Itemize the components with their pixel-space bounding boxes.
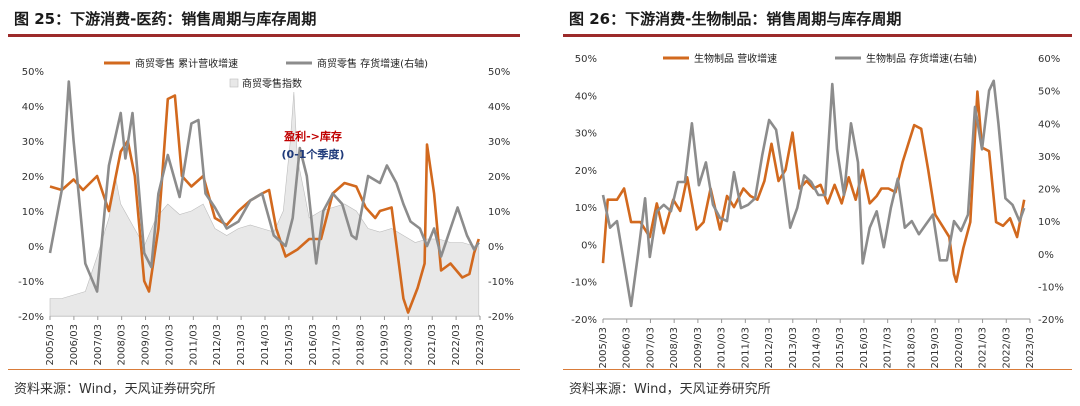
y-left-tick-label: 30%: [575, 129, 597, 140]
source-note: 资料来源：Wind，天风证券研究所: [569, 382, 771, 397]
x-tick-label: 2007/03: [645, 327, 656, 369]
area-series-index: [49, 91, 480, 317]
legend-label: 商贸零售 累计营收增速: [135, 57, 238, 70]
y-left-tick-label: -10%: [571, 278, 597, 289]
line-chart-bioproducts: 50% 40% 30% 20% 10% 0% -10% -20% 60% 50% 40% 30% 20%…: [571, 52, 1064, 369]
x-tick-label: 2010/03: [164, 324, 175, 366]
y-left-tick-label: 50%: [575, 54, 597, 65]
y-left-tick-label: 0%: [581, 240, 597, 251]
x-tick-label: 2014/03: [812, 327, 823, 369]
x-tick-label: 2005/03: [598, 327, 609, 369]
x-tick-label: 2012/03: [212, 324, 223, 366]
y-left-tick-label: -20%: [18, 312, 44, 323]
legend-label: 生物制品 存货增速(右轴): [866, 52, 977, 65]
y-left-tick-label: 30%: [22, 137, 44, 148]
y-left-tick-label: 10%: [22, 207, 44, 218]
y-right-tick-label: 0%: [1038, 250, 1054, 261]
y-right-tick-label: 0%: [488, 242, 504, 253]
y-right-tick-label: 50%: [1038, 87, 1060, 98]
y-right-tick-label: 30%: [1038, 152, 1060, 163]
x-tick-label: 2009/03: [693, 327, 704, 369]
x-tick-label: 2015/03: [835, 327, 846, 369]
y-left-tick-label: -10%: [18, 277, 44, 288]
chart-title: 图 26：下游消费-生物制品：销售周期与库存周期: [569, 10, 902, 28]
y-right-tick-label: 20%: [1038, 185, 1060, 196]
y-right-tick-label: 40%: [1038, 119, 1060, 130]
line-series-revenue: [601, 90, 1026, 283]
x-tick-label: 2011/03: [188, 324, 199, 366]
x-tick-label: 2006/03: [622, 327, 633, 369]
x-tick-label: 2016/03: [859, 327, 870, 369]
line-series-revenue: [49, 94, 481, 314]
x-tick-label: 2016/03: [308, 324, 319, 366]
x-tick-label: 2017/03: [332, 324, 343, 366]
x-tick-label: 2022/03: [451, 324, 462, 366]
x-tick-label: 2018/03: [356, 324, 367, 366]
x-tick-label: 2009/03: [141, 324, 152, 366]
chart-title: 图 25：下游消费-医药：销售周期与库存周期: [14, 10, 317, 28]
y-right-tick-label: 30%: [488, 137, 510, 148]
title-rule: [563, 34, 1072, 37]
x-tick-label: 2015/03: [284, 324, 295, 366]
y-right-tick-label: -20%: [488, 312, 514, 323]
x-tick-label: 2013/03: [236, 324, 247, 366]
annotation-text: (0-1个季度): [282, 147, 345, 161]
source-note: 资料来源：Wind，天风证券研究所: [14, 382, 216, 397]
source-rule: [563, 369, 1072, 370]
y-right-tick-label: 50%: [488, 67, 510, 78]
line-series-inventory: [48, 80, 480, 293]
line-chart-pharma: 50% 40% 30% 20% 10% 0% -10% -20% 50% 40% 30% 20% 10%…: [18, 57, 514, 366]
x-tick-label: 2010/03: [717, 327, 728, 369]
y-right-tick-label: -10%: [488, 277, 514, 288]
y-left-tick-label: 40%: [575, 91, 597, 102]
y-right-tick-label: -20%: [1038, 315, 1064, 326]
y-left-tick-label: 20%: [575, 166, 597, 177]
x-tick-label: 2017/03: [883, 327, 894, 369]
y-left-tick-label: 0%: [28, 242, 44, 253]
panel-right-chart: 图 26：下游消费-生物制品：销售周期与库存周期 50% 40% 30% 20% 10%…: [555, 0, 1080, 406]
y-left-tick-label: 50%: [22, 67, 44, 78]
x-tick-label: 2005/03: [45, 324, 56, 366]
x-tick-label: 2020/03: [954, 327, 965, 369]
x-tick-label: 2011/03: [740, 327, 751, 369]
x-tick-label: 2019/03: [379, 324, 390, 366]
y-left-tick-label: -20%: [571, 315, 597, 326]
y-right-tick-label: 40%: [488, 102, 510, 113]
y-right-tick-label: 20%: [488, 172, 510, 183]
annotation-text: 盈利->库存: [283, 129, 342, 143]
x-tick-label: 2020/03: [403, 324, 414, 366]
y-left-tick-label: 20%: [22, 172, 44, 183]
legend-label: 商贸零售 存货增速(右轴): [317, 57, 428, 70]
title-rule: [8, 34, 520, 37]
x-tick-label: 2021/03: [427, 324, 438, 366]
line-series-inventory: [601, 79, 1026, 308]
x-tick-label: 2023/03: [475, 324, 486, 366]
x-tick-label: 2014/03: [260, 324, 271, 366]
x-tick-label: 2008/03: [669, 327, 680, 369]
y-left-tick-label: 40%: [22, 102, 44, 113]
x-tick-label: 2006/03: [69, 324, 80, 366]
y-left-tick-label: 10%: [575, 203, 597, 214]
y-right-tick-label: 10%: [488, 207, 510, 218]
x-tick-label: 2019/03: [930, 327, 941, 369]
x-tick-label: 2013/03: [788, 327, 799, 369]
y-right-tick-label: 60%: [1038, 54, 1060, 65]
y-right-tick-label: -10%: [1038, 282, 1064, 293]
x-tick-label: 2023/03: [1025, 327, 1036, 369]
x-tick-label: 2007/03: [93, 324, 104, 366]
legend-swatch: [229, 78, 239, 88]
x-tick-label: 2021/03: [978, 327, 989, 369]
x-tick-label: 2008/03: [117, 324, 128, 366]
x-tick-label: 2018/03: [906, 327, 917, 369]
panel-left-chart: 图 25：下游消费-医药：销售周期与库存周期 50% 40% 30% 20% 10% 0%…: [0, 0, 528, 406]
source-rule: [8, 369, 520, 370]
legend-label: 商贸零售指数: [242, 77, 302, 90]
y-right-tick-label: 10%: [1038, 217, 1060, 228]
x-tick-label: 2012/03: [764, 327, 775, 369]
x-tick-label: 2022/03: [1001, 327, 1012, 369]
legend-label: 生物制品 营收增速: [694, 52, 777, 65]
